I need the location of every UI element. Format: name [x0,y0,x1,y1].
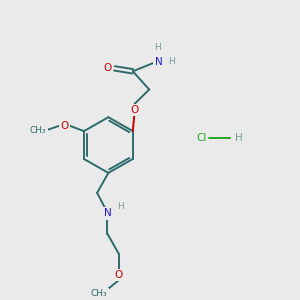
Text: O: O [61,121,69,131]
Text: O: O [104,63,112,73]
Text: N: N [103,208,111,218]
Text: H: H [168,57,175,66]
Text: CH₃: CH₃ [30,126,46,135]
Text: Cl: Cl [196,133,206,143]
Text: O: O [130,105,139,115]
Text: H: H [154,44,161,52]
Text: H: H [235,133,243,143]
Text: H: H [118,202,124,211]
Text: CH₃: CH₃ [91,290,107,298]
Text: N: N [154,57,162,67]
Text: O: O [115,270,123,280]
